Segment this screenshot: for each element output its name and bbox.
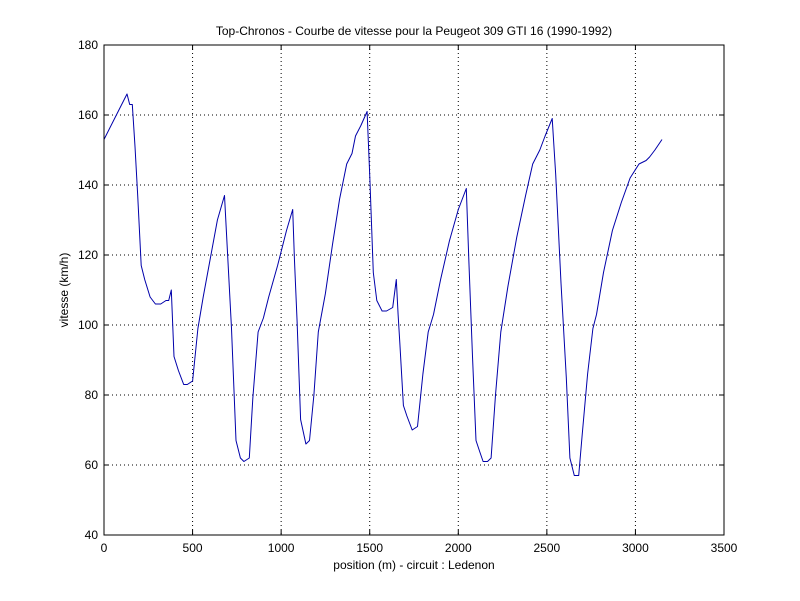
x-tick-label: 3000: [622, 541, 649, 555]
x-tick-label: 1000: [268, 541, 295, 555]
x-tick-label: 2000: [445, 541, 472, 555]
line-layer: [103, 93, 663, 476]
plot-area: [104, 45, 724, 535]
plot-frame: [103, 44, 725, 536]
y-tick-label: 180: [78, 38, 98, 52]
y-tick-label: 80: [85, 388, 99, 402]
y-tick-label: 100: [78, 318, 98, 332]
chart-title: Top-Chronos - Courbe de vitesse pour la …: [216, 24, 612, 38]
y-tick-label: 120: [78, 248, 98, 262]
y-tick-label: 160: [78, 108, 98, 122]
x-tick-label: 2500: [534, 541, 561, 555]
x-tick-label: 0: [101, 541, 108, 555]
grid-layer: [104, 45, 724, 535]
x-tick-label: 1500: [356, 541, 383, 555]
speed-series-line: [103, 93, 663, 476]
y-tick-label: 40: [85, 528, 99, 542]
y-axis-label: vitesse (km/h): [57, 253, 71, 328]
x-axis-label: position (m) - circuit : Ledenon: [333, 558, 494, 572]
y-tick-label: 60: [85, 458, 99, 472]
x-tick-label: 500: [183, 541, 203, 555]
y-tick-label: 140: [78, 178, 98, 192]
x-tick-label: 3500: [711, 541, 738, 555]
tick-layer: 0 500 1000 1500 2000 2500 3000 3500 40 60 80 100 120…: [78, 38, 738, 555]
